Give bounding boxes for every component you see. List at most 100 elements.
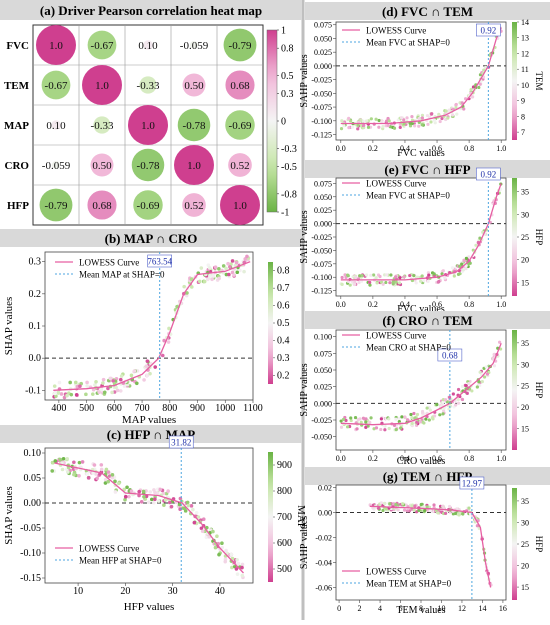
scatter-point <box>103 477 108 482</box>
scatter-point <box>364 420 368 424</box>
scatter-point <box>355 427 359 431</box>
scatter-point <box>394 280 398 284</box>
scatter-point <box>110 390 114 395</box>
scatter-point <box>443 398 448 402</box>
scatter-point <box>426 271 431 275</box>
scatter-point <box>160 353 165 358</box>
panel-g-title: (g) TEM ∩ HFP <box>383 469 473 484</box>
heatmap-row-label: CRO <box>5 160 30 172</box>
y-tick-label: -0.06 <box>315 584 332 593</box>
scatter-point <box>366 125 371 129</box>
scatter-point <box>430 416 435 420</box>
mean-value-label: 0.68 <box>442 351 458 361</box>
scatter-point <box>432 503 436 507</box>
colorbar-tick-label: 15 <box>521 583 529 592</box>
x-tick-label: 0 <box>337 604 341 613</box>
scatter-point <box>189 277 194 282</box>
scatter-point <box>197 279 202 284</box>
colorbar-tick-label: 13 <box>521 34 529 43</box>
scatter-point <box>129 489 134 493</box>
heatmap-cell-label: 1.0 <box>49 40 63 52</box>
mean-value-label: 0.92 <box>480 170 496 180</box>
y-tick-label: 0.1 <box>29 321 42 332</box>
heatmap-cell-circle <box>87 30 117 60</box>
scatter-point <box>464 383 468 388</box>
scatter-point <box>217 552 221 557</box>
colorbar-label: MAP <box>295 505 307 529</box>
scatter-point <box>444 511 448 516</box>
colorbar <box>512 330 517 450</box>
scatter-point <box>54 394 58 398</box>
scatter-point <box>440 116 444 121</box>
scatter-point <box>394 275 398 279</box>
scatter-point <box>368 420 372 424</box>
heatmap-cell-label: 1.0 <box>141 120 155 132</box>
panel-a-title: (a) Driver Pearson correlation heat map <box>40 3 262 18</box>
scatter-point <box>153 497 157 502</box>
scatter-point <box>169 504 174 509</box>
scatter-point <box>462 107 466 111</box>
x-tick-label: 800 <box>162 403 177 414</box>
colorbar <box>512 488 517 600</box>
scatter-point <box>211 274 216 278</box>
heatmap-cell-circle <box>220 185 260 225</box>
scatter-point <box>235 270 240 275</box>
scatter-point <box>382 502 387 506</box>
scatter-point <box>414 275 419 279</box>
x-tick-label: 8 <box>419 604 423 613</box>
heatmap-cell-circle <box>177 108 211 142</box>
heatmap-cell-label: -0.059 <box>180 40 209 52</box>
colorbar-tick-label: 30 <box>521 518 529 527</box>
colorbar-tick-label: 0.8 <box>277 266 290 277</box>
heatmap-cell-circle <box>51 120 61 130</box>
scatter-point <box>400 415 404 419</box>
scatter-point <box>420 116 425 120</box>
scatter-point <box>343 273 347 277</box>
scatter-point <box>480 380 484 384</box>
heatmap-cell-label: -0.67 <box>91 40 114 52</box>
scatter-point <box>394 427 398 432</box>
scatter-point <box>344 418 348 423</box>
scatter-point <box>454 105 458 110</box>
colorbar-tick-label: 35 <box>521 497 529 506</box>
panel-g-header <box>305 467 550 485</box>
scatter-point <box>99 463 104 467</box>
scatter-point <box>127 494 131 499</box>
scatter-point <box>102 390 107 395</box>
panel-b: (b) MAP ∩ CRO 400 500 600 700 800 900 1000 1100 -… <box>0 229 302 426</box>
scatter-point <box>152 500 156 505</box>
scatter-points <box>52 254 251 400</box>
scatter-point <box>155 487 160 492</box>
scatter-point <box>194 510 199 515</box>
scatter-point <box>58 457 63 462</box>
scatter-point <box>52 384 57 388</box>
scatter-point <box>213 265 218 269</box>
scatter-point <box>217 276 222 281</box>
scatter-point <box>374 426 379 430</box>
scatter-point <box>402 508 407 512</box>
heatmap-cell-label: -0.69 <box>229 120 252 132</box>
heatmap-cell-label: 0.52 <box>184 200 203 212</box>
scatter-point <box>410 415 414 420</box>
scatter-point <box>451 512 455 516</box>
scatter-point <box>441 400 445 404</box>
scatter-point <box>467 506 471 510</box>
colorbar-tick-label: 15 <box>521 278 529 287</box>
scatter-point <box>236 561 241 566</box>
x-tick-label: 0.4 <box>400 300 410 309</box>
scatter-point <box>460 384 465 389</box>
heatmap-cell-circle <box>143 40 153 50</box>
mean-value-box <box>476 167 501 181</box>
heatmap-cell-circle <box>90 153 114 177</box>
colorbar-tick-label: -0.5 <box>281 162 297 173</box>
scatter-point <box>426 122 430 126</box>
y-tick-label: 0.050 <box>314 34 332 43</box>
scatter-point <box>498 340 502 344</box>
scatter-point <box>426 279 430 283</box>
scatter-point <box>340 275 344 280</box>
scatter-point <box>427 273 431 277</box>
x-axis-label: HFP values <box>124 601 175 613</box>
scatter-point <box>339 425 344 429</box>
y-tick-label: 0.025 <box>314 206 332 215</box>
heatmap-cell-label: -0.78 <box>137 160 160 172</box>
